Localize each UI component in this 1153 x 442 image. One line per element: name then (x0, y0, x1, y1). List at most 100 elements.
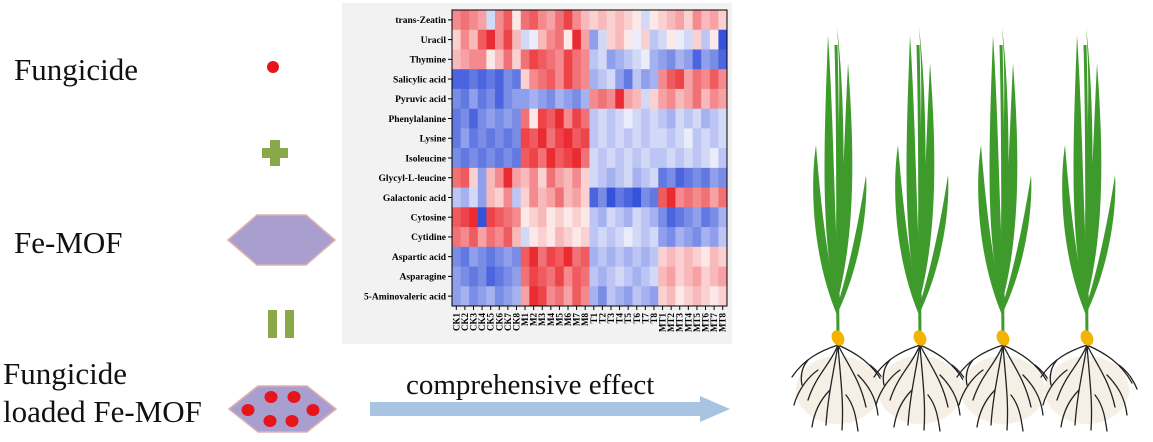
heatmap-column-label: CK1 (451, 313, 461, 332)
heatmap-cell (563, 128, 573, 149)
heatmap-cell (606, 207, 616, 228)
heatmap-cell (512, 187, 522, 208)
heatmap-cell (555, 108, 565, 129)
heatmap-cell (641, 207, 651, 228)
heatmap-cell (469, 246, 479, 267)
heatmap-cell (469, 266, 479, 287)
heatmap-cell (598, 29, 608, 50)
heatmap-cell (666, 49, 676, 70)
heatmap-cell (649, 10, 659, 31)
heatmap-cell (512, 49, 522, 70)
heatmap-cell (572, 266, 582, 287)
heatmap-cell (709, 286, 719, 307)
heatmap-cell (623, 10, 633, 31)
heatmap-cell (701, 108, 711, 129)
heatmap-cell (623, 246, 633, 267)
heatmap-cell (589, 108, 599, 129)
heatmap-row-label: Pyruvic acid (395, 95, 447, 105)
heatmap-cell (503, 49, 513, 70)
heatmap-cell (701, 49, 711, 70)
heatmap-cell (666, 69, 676, 90)
heatmap-cell (537, 207, 547, 228)
heatmap-cell (615, 128, 625, 149)
heatmap-cell (452, 69, 461, 90)
heatmap-cell (460, 69, 470, 90)
heatmap-cell (452, 88, 461, 110)
heatmap-cell (649, 29, 659, 50)
heatmap-cell (649, 49, 659, 70)
heatmap-cell (546, 69, 556, 90)
heatmap-cell (520, 207, 530, 228)
heatmap-cell (537, 246, 547, 267)
heatmap-cell (718, 88, 728, 110)
heatmap-cell (494, 128, 504, 149)
heatmap-cell (503, 29, 513, 50)
heatmap-column-label: MT6 (701, 313, 711, 332)
heatmap-cell (641, 29, 651, 50)
heatmap-cell (666, 266, 676, 287)
heatmap-cell (658, 10, 668, 31)
heatmap-cell (658, 207, 668, 228)
heatmap-cell (460, 29, 470, 50)
heatmap-column-label: T3 (606, 313, 616, 324)
heatmap-cell (718, 69, 728, 90)
heatmap-cell (615, 148, 625, 169)
heatmap-cell (580, 128, 590, 149)
heatmap-cell (615, 167, 625, 188)
heatmap-cell (641, 266, 651, 287)
heatmap-cell (477, 29, 487, 50)
heatmap-cell (563, 207, 573, 228)
heatmap-column-label: M5 (554, 313, 564, 326)
heatmap-cell (477, 167, 487, 188)
heatmap-cell (477, 207, 487, 228)
heatmap-cell (494, 29, 504, 50)
heatmap-cell (632, 167, 642, 188)
heatmap-cell (580, 246, 590, 267)
heatmap-cell (666, 128, 676, 149)
heatmap-cell (469, 69, 479, 90)
heatmap-cell (486, 148, 496, 169)
heatmap-cell (615, 88, 625, 110)
heatmap-cell (675, 187, 685, 208)
heatmap-cell (641, 128, 651, 149)
heatmap-cell (563, 69, 573, 90)
heatmap-cell (460, 286, 470, 307)
heatmap-cell (666, 227, 676, 248)
heatmap-cell (598, 286, 608, 307)
heatmap-cell (452, 187, 461, 208)
heatmap-cell (589, 187, 599, 208)
heatmap-cell (658, 108, 668, 129)
loaded-label-line1: Fungicide (3, 356, 127, 391)
heatmap-cell (477, 266, 487, 287)
heatmap-cell (684, 266, 694, 287)
heatmap-cell (658, 69, 668, 90)
heatmap-cell (494, 227, 504, 248)
heatmap-cell (675, 88, 685, 110)
heatmap-cell (615, 266, 625, 287)
heatmap-cell (537, 29, 547, 50)
heatmap-column-label: T5 (623, 313, 633, 324)
heatmap-cell (503, 108, 513, 129)
heatmap-cell (615, 108, 625, 129)
heatmap-cell (555, 29, 565, 50)
heatmap-cell (675, 10, 685, 31)
heatmap-cell (563, 108, 573, 129)
heatmap-cell (572, 108, 582, 129)
heatmap-cell (623, 128, 633, 149)
heatmap-cell (658, 88, 668, 110)
heatmap-cell (606, 187, 616, 208)
heatmap-cell (598, 69, 608, 90)
heatmap-column-label: M2 (529, 313, 539, 326)
heatmap-cell (537, 10, 547, 31)
heatmap-column-label: MT7 (709, 313, 719, 332)
heatmap-row-label: Isoleucine (405, 154, 446, 164)
heatmap-cell (537, 148, 547, 169)
heatmap-cell (709, 266, 719, 287)
plant-icon (873, 27, 971, 432)
heatmap-cell (718, 49, 728, 70)
heatmap-cell (546, 266, 556, 287)
heatmap-cell (623, 227, 633, 248)
heatmap-cell (701, 207, 711, 228)
heatmap-row-label: Asparagine (400, 273, 446, 283)
heatmap-row-label: Uracil (421, 36, 447, 46)
